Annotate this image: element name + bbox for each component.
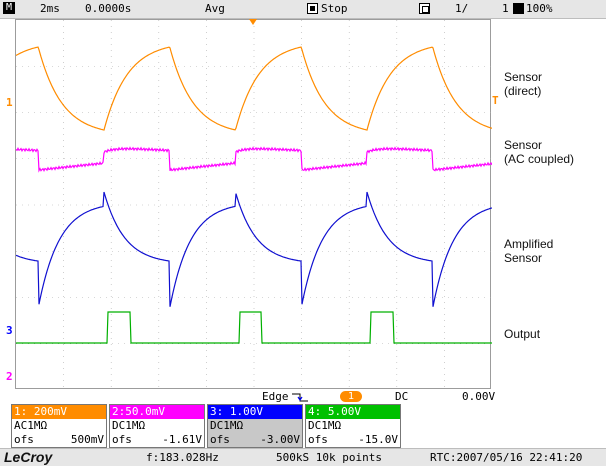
timebase-readout[interactable]: 2ms [40,2,60,15]
channel-3-header: 3: 1.00V [208,405,302,419]
label-sensor-direct: Sensor (direct) [504,70,543,98]
mode-badge: M [3,2,15,14]
waveform-ch4 [16,311,492,344]
trigger-level: 0.00V [462,390,496,403]
mode-letter: M [5,2,13,13]
channel-2-box[interactable]: 2:50.0mV DC1MΩ ofs -1.61V [109,404,205,448]
edge-slope-icon [291,392,309,402]
channel-4-box[interactable]: 4: 5.00V DC1MΩ ofs -15.0V [305,404,401,448]
trigger-position-icon [249,19,257,25]
channel-2-coupling: DC1MΩ [112,419,146,432]
channel-4-ofs-value: -15.0V [358,433,398,446]
rtc-readout: RTC:2007/05/16 22:41:20 [430,451,583,464]
trigger-source-badge: 1 [340,391,362,402]
zoom-level[interactable]: 100% [526,2,553,15]
status-bar: M 2ms 0.0000s Avg Stop 1/ 1 100% [0,0,606,19]
ch1-marker-right: T [492,94,499,107]
channel-4-coupling: DC1MΩ [308,419,342,432]
stop-icon[interactable] [307,3,318,14]
waveform-ch1 [16,46,492,131]
page-indicator: 1/ [455,2,469,15]
label-amplified-sensor: Amplified Sensor [504,237,554,265]
channel-1-box[interactable]: 1: 200mV AC1MΩ ofs 500mV [11,404,107,448]
frequency-readout: f:183.028Hz [146,451,219,464]
trigger-coupling: DC [395,390,409,403]
channel-2-ofs-value: -1.61V [162,433,202,446]
label-output: Output [504,327,541,341]
channel-3-ofs-value: -3.00V [260,433,300,446]
lecroy-logo: LeCroy [4,449,53,465]
ch1-marker-left: 1 [6,96,13,109]
page-count: 1 [502,2,509,15]
ch2-marker-left: 2 [6,370,13,383]
channel-2-ofs-label: ofs [112,433,132,446]
acquisition-mode[interactable]: Avg [205,2,225,15]
waveform-svg [16,20,492,390]
label-sensor-ac: Sensor (AC coupled) [504,138,575,166]
channel-4-header: 4: 5.00V [306,405,400,419]
info-bar: LeCroy f:183.028Hz 500kS 10k points RTC:… [0,448,606,466]
waveform-ch2 [16,146,492,173]
channel-3-coupling: DC1MΩ [210,419,244,432]
channel-1-coupling: AC1MΩ [14,419,48,432]
sampling-readout: 500kS 10k points [276,451,382,464]
run-state[interactable]: Stop [321,2,348,15]
trigger-type: Edge [262,390,289,403]
trigger-readout[interactable]: Edge 1 DC 0.00V [15,390,605,404]
channel-2-header: 2:50.0mV [110,405,204,419]
zoom-icon[interactable] [513,3,524,14]
waveform-display[interactable] [15,19,492,390]
delay-readout[interactable]: 0.0000s [85,2,132,15]
channel-1-ofs-value: 500mV [70,433,104,446]
ch3-marker-left: 3 [6,324,13,337]
channel-3-ofs-label: ofs [210,433,230,446]
channel-4-ofs-label: ofs [308,433,328,446]
channel-1-ofs-label: ofs [14,433,34,446]
memory-icon[interactable] [419,3,430,14]
channel-1-header: 1: 200mV [12,405,106,419]
channel-3-box[interactable]: 3: 1.00V DC1MΩ ofs -3.00V [207,404,303,448]
waveform-ch3 [16,191,492,307]
